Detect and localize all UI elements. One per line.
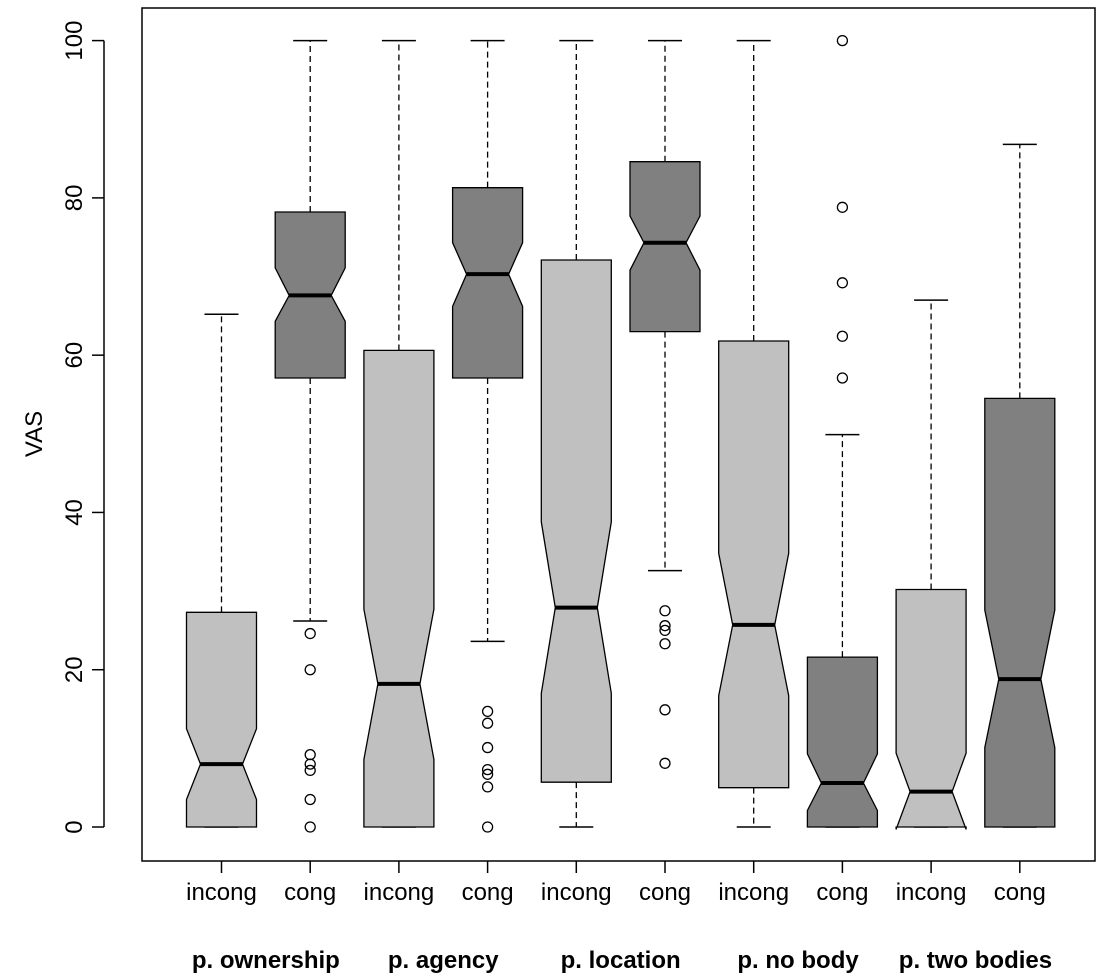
outlier-point — [836, 277, 849, 289]
x-axis: incong cong incong cong incong cong incong cong… — [186, 861, 1046, 906]
box-body — [451, 187, 524, 379]
outlier-point — [659, 638, 671, 650]
outlier-point — [304, 664, 316, 676]
box-body — [895, 588, 967, 830]
group-label: p. agency — [388, 947, 499, 974]
y-tick-label: 20 — [61, 656, 88, 683]
y-tick-label: 80 — [61, 185, 88, 212]
x-tick-label: incong — [718, 879, 789, 906]
outlier-point — [481, 781, 494, 793]
y-tick-label: 0 — [61, 820, 88, 833]
x-tick-label: incong — [541, 879, 612, 906]
outlier-point — [659, 757, 671, 769]
box-incong — [540, 39, 612, 828]
outlier-point — [481, 768, 494, 780]
x-tick-label: cong — [816, 879, 868, 906]
outlier-point — [659, 605, 671, 617]
group-label: p. two bodies — [899, 947, 1052, 974]
outlier-point — [481, 705, 494, 718]
group-labels: p. ownership p. agency p. location p. no bo… — [192, 947, 1052, 974]
boxes-layer — [185, 34, 1056, 833]
outlier-point — [659, 704, 671, 716]
group-label: p. no body — [737, 947, 859, 974]
box-cong — [629, 39, 701, 769]
y-tick-label: 40 — [61, 499, 88, 526]
box-body — [540, 259, 612, 783]
box-incong — [185, 313, 258, 828]
x-tick-label: incong — [186, 879, 257, 906]
box-body — [806, 656, 879, 828]
outlier-point — [481, 741, 494, 754]
box-cong — [806, 34, 879, 828]
x-tick-label: cong — [639, 879, 691, 906]
outlier-point — [304, 749, 316, 761]
box-body — [984, 397, 1056, 828]
box-body — [363, 349, 435, 828]
box-cong — [274, 39, 346, 833]
outlier-point — [304, 764, 316, 777]
group-label: p. location — [561, 947, 681, 974]
outlier-point — [836, 34, 849, 47]
outlier-point — [304, 793, 316, 806]
box-incong — [718, 39, 790, 828]
box-body — [629, 161, 701, 333]
x-tick-label: incong — [364, 879, 435, 906]
box-incong — [895, 299, 967, 830]
outlier-point — [304, 821, 316, 833]
box-cong — [984, 143, 1056, 828]
y-tick-label: 100 — [61, 21, 88, 61]
y-tick-label: 60 — [61, 342, 88, 369]
y-axis-title: VAS — [21, 411, 48, 457]
box-cong — [451, 39, 524, 833]
outlier-point — [481, 821, 494, 833]
box-incong — [363, 39, 435, 828]
x-tick-label: cong — [994, 879, 1046, 906]
outlier-point — [481, 763, 494, 776]
outlier-point — [836, 372, 849, 384]
outlier-point — [659, 624, 671, 637]
y-axis: 0 20 40 60 80 100 — [61, 21, 104, 834]
x-tick-label: cong — [462, 879, 514, 906]
outlier-point — [659, 620, 671, 632]
box-body — [185, 611, 258, 828]
box-body — [718, 340, 790, 789]
x-tick-label: cong — [284, 879, 336, 906]
outlier-point — [304, 627, 316, 640]
group-label: p. ownership — [192, 947, 340, 974]
outlier-point — [481, 717, 494, 729]
outlier-point — [836, 330, 849, 342]
outlier-point — [836, 201, 849, 213]
plot-frame — [141, 7, 1096, 862]
outlier-point — [304, 758, 316, 770]
x-tick-label: incong — [896, 879, 967, 906]
